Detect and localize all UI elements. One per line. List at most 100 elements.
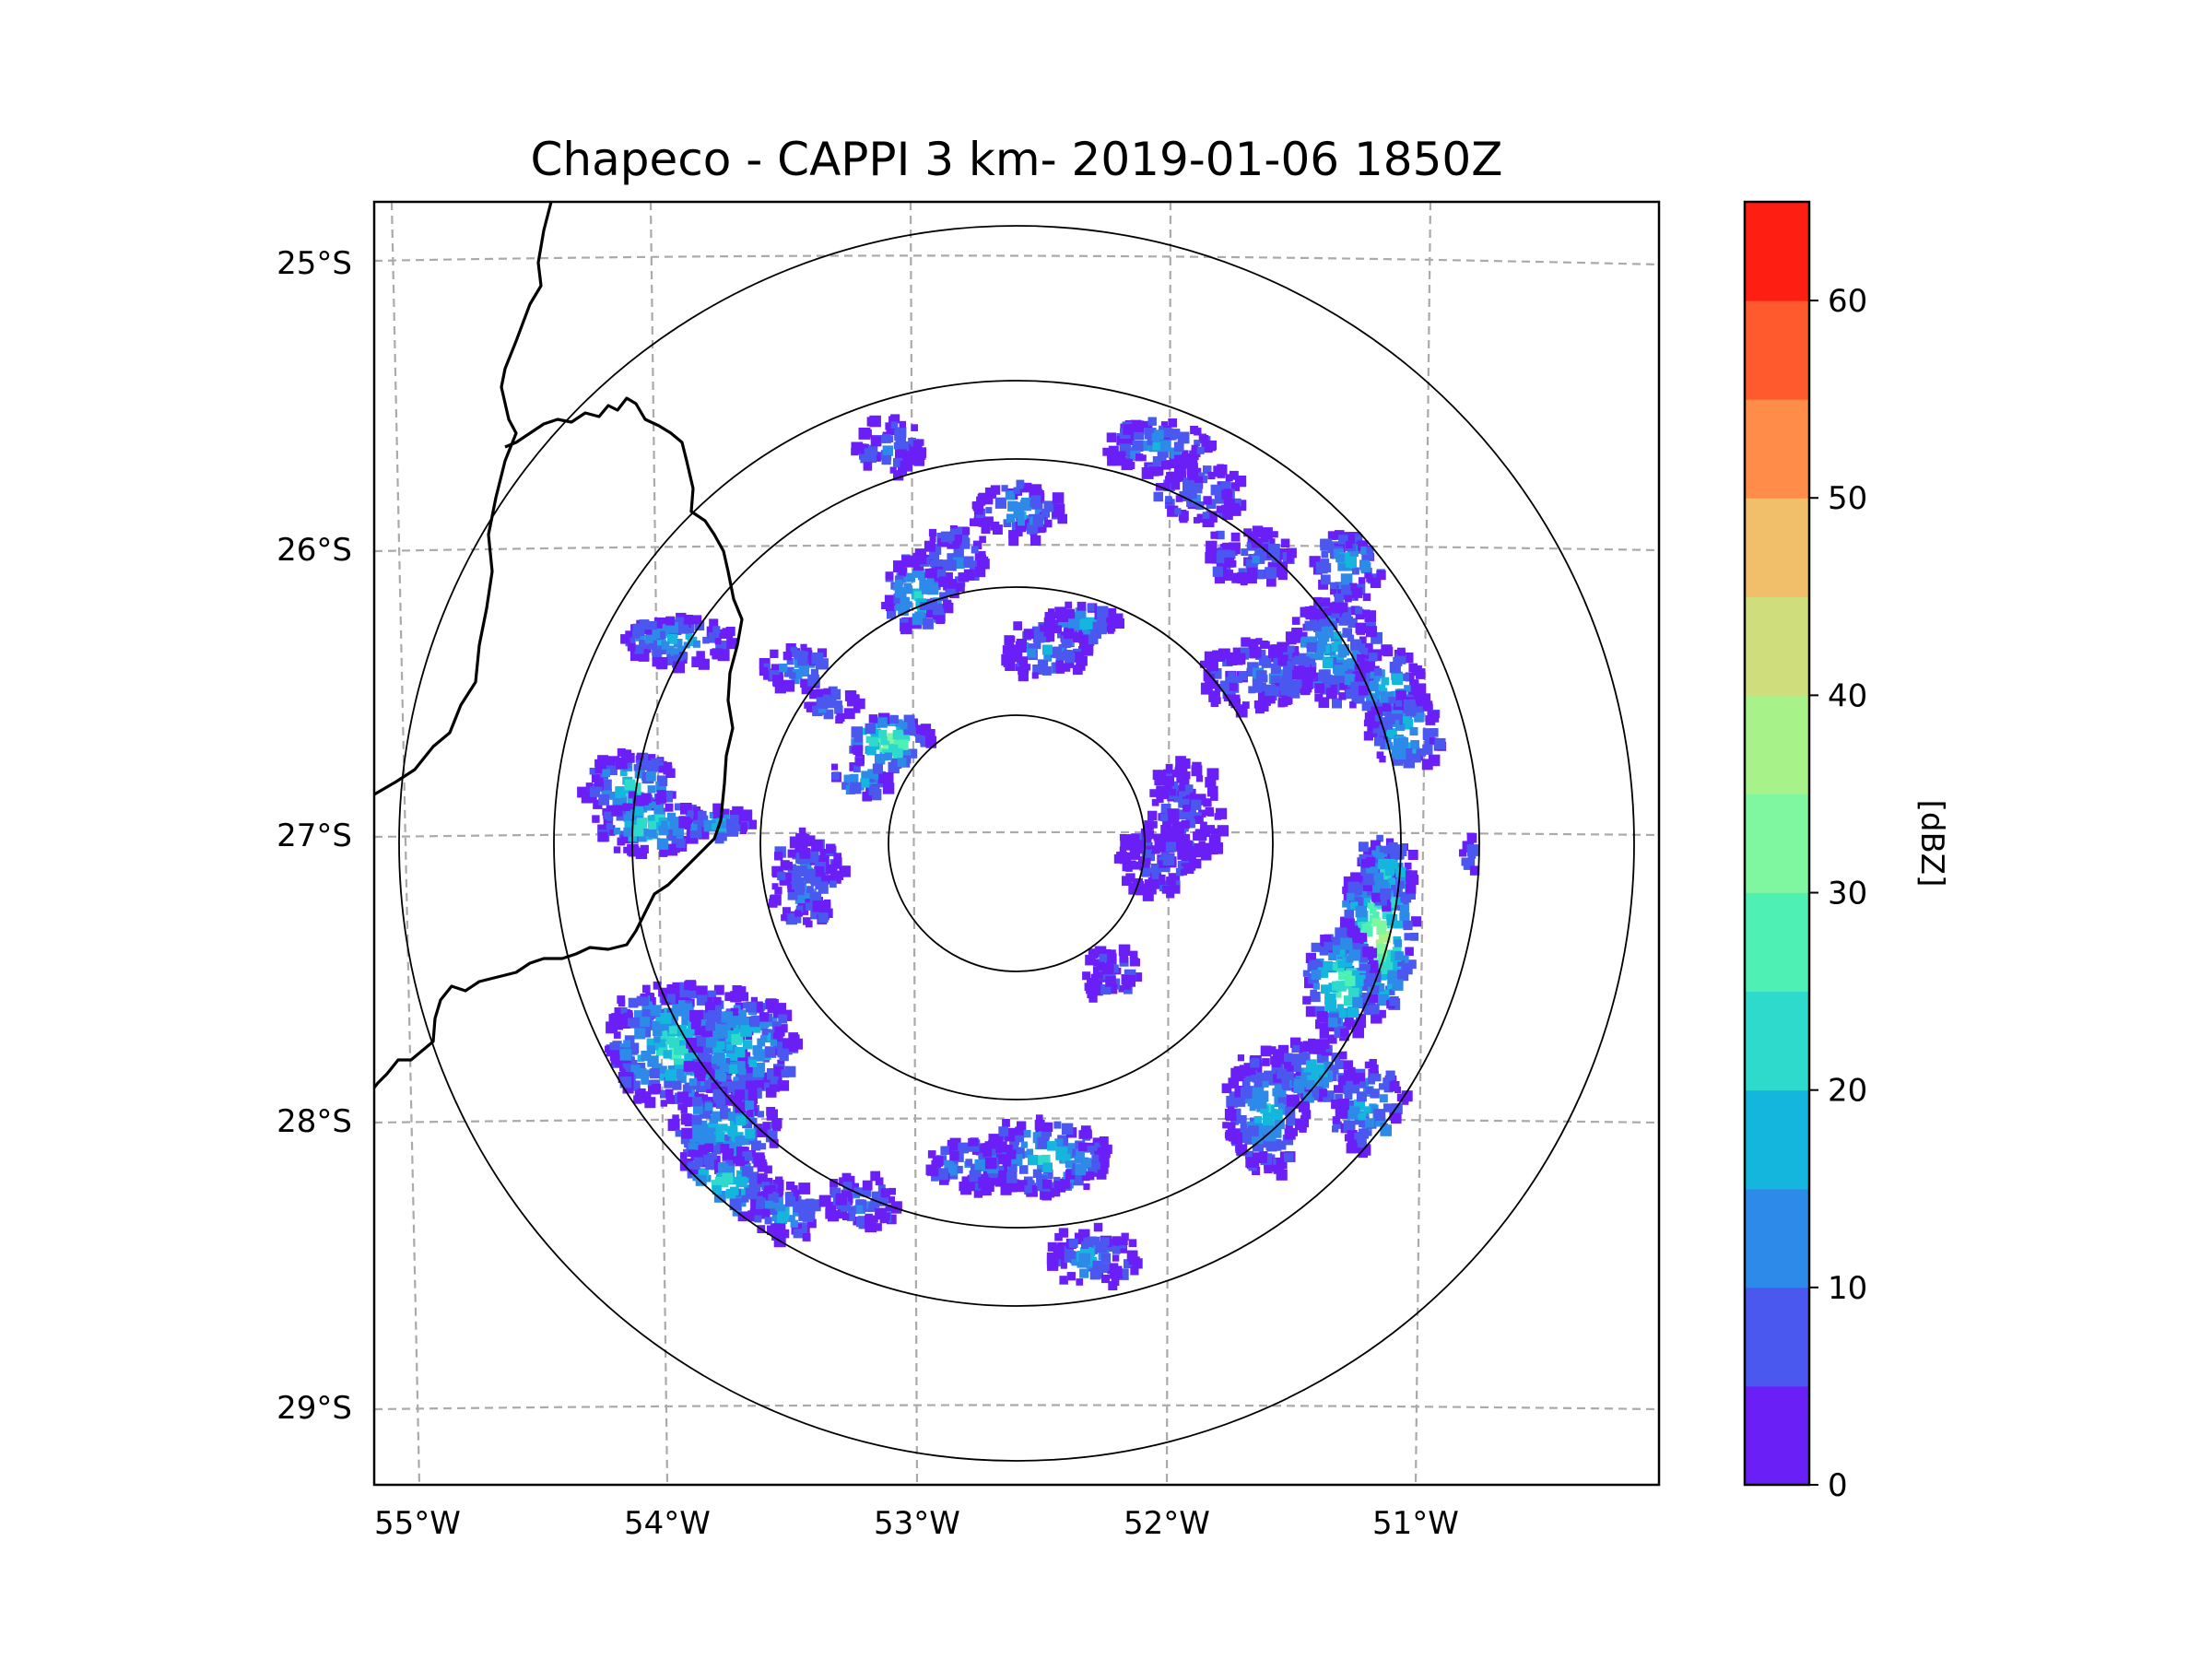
echo-cell	[1189, 450, 1199, 461]
echo-cell	[666, 634, 677, 644]
echo-cell	[1067, 618, 1080, 630]
echo-cell	[656, 630, 665, 640]
echo-cell	[1179, 514, 1188, 524]
echo-cell	[875, 754, 886, 765]
echo-cell	[949, 1151, 959, 1161]
echo-cell	[1364, 571, 1372, 579]
echo-cell	[888, 1187, 896, 1195]
echo-cell	[1358, 540, 1369, 551]
echo-cell	[1030, 535, 1041, 547]
echo-cell	[1222, 1122, 1230, 1129]
echo-cell	[613, 1031, 621, 1039]
echo-cell	[653, 648, 662, 657]
echo-cell	[1305, 1059, 1317, 1070]
echo-cell	[867, 453, 877, 464]
lat-label-26: 26°S	[276, 532, 352, 569]
echo-cell	[830, 1187, 841, 1198]
echo-cell	[1396, 969, 1409, 982]
echo-cell	[1053, 625, 1063, 634]
echo-cell	[1313, 624, 1322, 633]
echo-cell	[1252, 1087, 1264, 1099]
colorbar-bands	[1745, 202, 1809, 1486]
echo-cell	[1346, 892, 1355, 901]
colorbar-band-10	[1745, 1188, 1809, 1288]
echo-cell	[745, 1188, 756, 1199]
echo-cell	[888, 761, 900, 774]
echo-cell	[917, 439, 924, 446]
echo-cell	[1065, 653, 1076, 664]
echo-cell	[1219, 680, 1230, 691]
echo-cell	[785, 1196, 796, 1207]
echo-cell	[1382, 901, 1392, 912]
border-argentina-paraguay	[374, 202, 553, 796]
echo-cell	[1191, 482, 1203, 494]
echo-cell	[622, 803, 631, 812]
echo-cell	[680, 1106, 688, 1114]
echo-cell	[1055, 665, 1065, 674]
echo-cell	[1173, 454, 1184, 465]
echo-cell	[881, 454, 891, 465]
echo-cell	[721, 1011, 734, 1023]
echo-cell	[611, 1057, 618, 1065]
echo-cell	[1123, 424, 1135, 435]
echo-cell	[1185, 795, 1195, 806]
echo-cell	[1363, 963, 1371, 971]
echo-cell	[754, 1080, 764, 1090]
echo-cell	[1008, 635, 1016, 642]
echo-cell	[1422, 744, 1433, 755]
echo-cell	[1356, 1013, 1366, 1024]
echo-cell	[1300, 638, 1311, 648]
echo-cell	[880, 1188, 890, 1198]
echo-cell	[1378, 858, 1389, 870]
echo-cell	[1041, 509, 1050, 518]
echo-cell	[1277, 641, 1288, 653]
echo-cell	[1342, 628, 1352, 638]
echo-cell	[1235, 653, 1244, 662]
echo-cell	[1394, 951, 1405, 960]
echo-cell	[1302, 970, 1310, 977]
echo-cell	[1367, 1077, 1375, 1085]
echo-cell	[1177, 472, 1186, 482]
echo-cell	[873, 770, 883, 780]
echo-cell	[635, 632, 645, 641]
echo-cell	[1281, 683, 1289, 691]
echo-cell	[939, 592, 948, 601]
echo-cell	[982, 1143, 990, 1151]
echo-cell	[804, 835, 816, 847]
echo-cell	[1362, 946, 1374, 958]
echo-cell	[1151, 872, 1159, 879]
echo-cell	[637, 1054, 645, 1062]
echo-cell	[1005, 660, 1016, 671]
echo-cell	[623, 846, 630, 853]
echo-cell	[1371, 985, 1380, 994]
echo-cell	[1424, 738, 1433, 747]
echo-cell	[1352, 1026, 1364, 1039]
echo-cell	[961, 1176, 971, 1186]
echo-cell	[1230, 532, 1241, 542]
echo-cell	[1205, 673, 1215, 684]
echo-cell	[849, 782, 862, 794]
echo-cell	[645, 625, 656, 636]
echo-cell	[1418, 748, 1427, 757]
echo-cell	[1200, 821, 1207, 830]
echo-cell	[617, 747, 626, 757]
echo-cell	[750, 996, 758, 1004]
echo-cell	[1108, 445, 1119, 456]
echo-cell	[970, 563, 978, 571]
echo-cell	[1162, 482, 1171, 490]
echo-cell	[735, 1089, 746, 1100]
echo-cell	[1124, 974, 1135, 987]
echo-cell	[648, 830, 657, 839]
echo-cell	[1285, 1106, 1296, 1117]
echo-cell	[692, 1096, 702, 1107]
echo-cell	[929, 559, 937, 568]
echo-cell	[1074, 1155, 1082, 1164]
echo-cell	[1354, 1133, 1361, 1140]
echo-cell	[1366, 626, 1378, 638]
echo-cell	[743, 1040, 753, 1050]
echo-cell	[853, 765, 861, 773]
echo-cell	[1190, 426, 1199, 434]
echo-cell	[1088, 994, 1098, 1003]
echo-cell	[936, 569, 947, 579]
echo-cell	[741, 1188, 749, 1197]
